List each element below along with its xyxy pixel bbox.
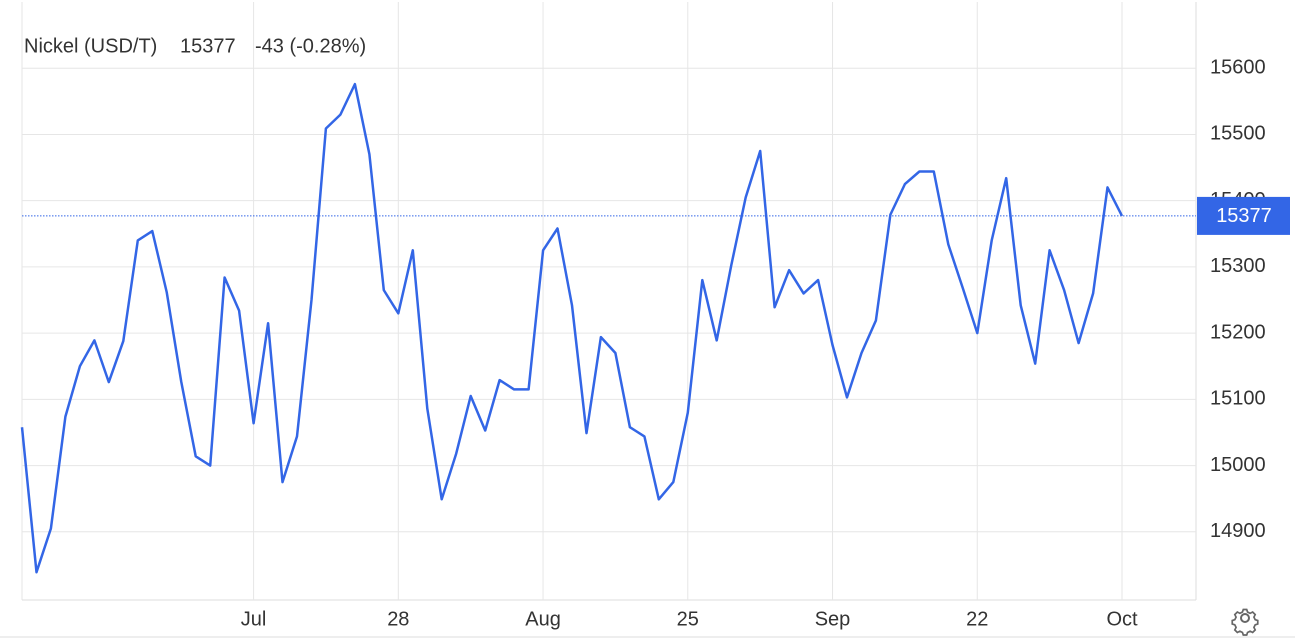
legend-change: -43 (-0.28%) (255, 35, 366, 57)
price-line (20, 82, 1124, 574)
y-tick-label: 15200 (1210, 321, 1266, 343)
price-tag (1197, 196, 1290, 235)
x-tick-label: Sep (815, 608, 851, 630)
y-tick-label: 15300 (1210, 255, 1266, 277)
x-tick-label: 25 (677, 608, 699, 630)
settings-icon[interactable] (1231, 608, 1259, 636)
x-tick-label: Jul (241, 608, 267, 630)
legend-name: Nickel (USD/T) (24, 35, 157, 57)
x-tick-label: 22 (966, 608, 988, 630)
y-tick-label: 15000 (1210, 454, 1266, 476)
x-tick-label: 28 (387, 608, 409, 630)
x-tick-label: Aug (525, 608, 561, 630)
y-tick-label: 15100 (1210, 388, 1266, 410)
x-tick-label: Oct (1106, 608, 1138, 630)
plot: 1490015000151001520015300154001550015600… (20, 2, 1290, 630)
y-tick-label: 15600 (1210, 57, 1266, 79)
y-tick-label: 14900 (1210, 520, 1266, 542)
y-tick-label: 15500 (1210, 123, 1266, 145)
legend-price: 15377 (180, 35, 236, 57)
price-tag-label: 15377 (1216, 205, 1272, 227)
